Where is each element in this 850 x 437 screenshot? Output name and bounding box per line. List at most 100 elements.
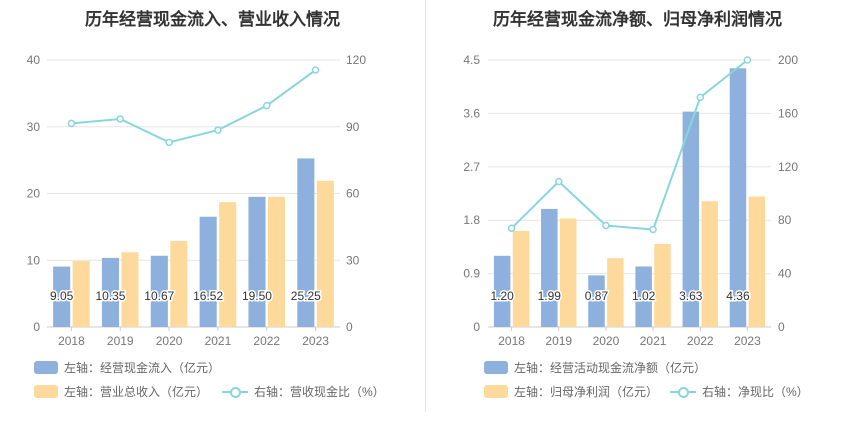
y-left-tick-label: 0 bbox=[33, 320, 40, 334]
line-point bbox=[743, 56, 752, 64]
y-left-tick-label: 3.6 bbox=[463, 106, 480, 120]
legend-swatch-bar bbox=[484, 385, 508, 398]
data-label: 3.63 bbox=[679, 289, 703, 303]
bar-secondary bbox=[267, 196, 286, 327]
data-label: 16.52 bbox=[193, 289, 223, 303]
bar-secondary bbox=[121, 252, 139, 327]
x-tick-label: 2020 bbox=[593, 334, 620, 348]
x-tick-label: 2023 bbox=[302, 334, 329, 348]
legend-item-cash-ratio[interactable]: 右轴：营收现金比（%） bbox=[222, 383, 385, 400]
line-point bbox=[214, 126, 222, 134]
bar-secondary bbox=[316, 180, 334, 327]
bar-secondary bbox=[72, 260, 90, 327]
y-right-tick-label: 0 bbox=[346, 320, 353, 334]
line-point bbox=[507, 224, 516, 232]
bar-secondary bbox=[748, 196, 766, 327]
chart-title: 历年经营现金流入、营业收入情况 bbox=[85, 10, 340, 29]
chart-panel-cash-inflow: 历年经营现金流入、营业收入情况 0 0 10 30 20 60 30 90 40 120 2018 2… bbox=[27, 10, 385, 400]
x-tick-label: 2019 bbox=[545, 334, 572, 348]
y-right-tick-label: 120 bbox=[778, 160, 798, 174]
x-tick-label: 2022 bbox=[687, 334, 714, 348]
y-right-tick-label: 200 bbox=[778, 53, 798, 67]
legend-label: 左轴：经营活动现金流净额（亿元） bbox=[514, 361, 707, 375]
panel-divider bbox=[425, 0, 426, 412]
data-label: 25.25 bbox=[291, 289, 321, 303]
legend-line-icon bbox=[670, 385, 696, 399]
legend-label: 左轴：营业总收入（亿元） bbox=[64, 385, 209, 399]
bar-primary bbox=[493, 255, 511, 327]
y-right-tick-label: 80 bbox=[778, 213, 792, 227]
bar-primary bbox=[541, 208, 558, 327]
y-right-tick-label: 0 bbox=[778, 320, 785, 334]
bar-primary bbox=[635, 266, 652, 327]
y-right-tick-label: 120 bbox=[346, 53, 366, 67]
y-left-tick-label: 4.5 bbox=[463, 53, 480, 67]
legend-label: 左轴：归母净利润（亿元） bbox=[514, 385, 659, 399]
y-left-tick-label: 1.8 bbox=[463, 213, 480, 227]
y-left-tick-label: 20 bbox=[27, 187, 41, 201]
bar-secondary bbox=[170, 240, 188, 327]
y-right-tick-label: 60 bbox=[346, 187, 360, 201]
series-line bbox=[510, 59, 749, 231]
legend-item-net-profit[interactable]: 左轴：归母净利润（亿元） bbox=[484, 383, 658, 400]
legend-line-icon bbox=[222, 385, 248, 399]
line-point bbox=[311, 66, 320, 74]
line-point bbox=[165, 138, 173, 147]
data-label: 9.05 bbox=[50, 289, 74, 303]
bar-secondary bbox=[219, 202, 237, 327]
x-tick-label: 2021 bbox=[640, 334, 667, 348]
x-tick-label: 2018 bbox=[498, 334, 525, 348]
data-label: 10.35 bbox=[95, 289, 125, 303]
bar-secondary bbox=[701, 201, 718, 327]
y-left-tick-label: 0.9 bbox=[463, 267, 480, 281]
y-left-tick-label: 0 bbox=[473, 320, 480, 334]
data-label: 10.67 bbox=[144, 289, 174, 303]
chart-panel-net-cash: 历年经营现金流净额、归母净利润情况 0 0 0.9 40 1.8 80 2.7 120 3.6 1… bbox=[425, 0, 850, 437]
legend-item-revenue[interactable]: 左轴：营业总收入（亿元） bbox=[34, 383, 208, 400]
data-label: 19.50 bbox=[242, 289, 272, 303]
chart-title: 历年经营现金流净额、归母净利润情况 bbox=[493, 10, 782, 29]
legend-label: 左轴：经营现金流入（亿元） bbox=[64, 361, 221, 375]
legend-label: 右轴：净现比（%） bbox=[702, 385, 809, 399]
bar-primary bbox=[588, 275, 605, 327]
bar-primary bbox=[682, 111, 700, 328]
legend-item-cash-inflow[interactable]: 左轴：经营现金流入（亿元） bbox=[34, 359, 220, 376]
data-label: 0.87 bbox=[585, 289, 609, 303]
bar-secondary bbox=[654, 243, 671, 327]
legend-label: 右轴：营收现金比（%） bbox=[254, 385, 385, 399]
bar-secondary bbox=[607, 258, 624, 327]
line-point bbox=[649, 225, 657, 234]
y-left-tick-label: 30 bbox=[27, 120, 41, 134]
x-tick-label: 2020 bbox=[156, 334, 183, 348]
line-point bbox=[116, 115, 124, 123]
y-left-tick-label: 2.7 bbox=[463, 160, 480, 174]
x-tick-label: 2022 bbox=[253, 334, 280, 348]
line-point bbox=[696, 93, 704, 102]
legend-swatch-bar bbox=[34, 385, 58, 398]
y-right-tick-label: 30 bbox=[346, 253, 360, 267]
legend-item-net-cash-ratio[interactable]: 右轴：净现比（%） bbox=[670, 383, 809, 400]
y-right-tick-label: 90 bbox=[346, 120, 360, 134]
line-point bbox=[67, 119, 76, 128]
x-tick-label: 2019 bbox=[107, 334, 134, 348]
data-label: 4.36 bbox=[726, 289, 750, 303]
bar-primary bbox=[101, 257, 120, 327]
bar-primary bbox=[729, 68, 747, 327]
x-tick-label: 2021 bbox=[205, 334, 232, 348]
x-tick-label: 2018 bbox=[58, 334, 85, 348]
legend-swatch-bar bbox=[34, 361, 58, 374]
line-point bbox=[263, 101, 271, 110]
y-left-tick-label: 40 bbox=[27, 53, 41, 67]
bar-secondary bbox=[559, 218, 577, 327]
series-line bbox=[71, 69, 317, 144]
line-point bbox=[602, 221, 610, 230]
bar-primary bbox=[150, 255, 168, 327]
data-label: 1.99 bbox=[538, 289, 562, 303]
y-right-tick-label: 40 bbox=[778, 267, 792, 281]
y-left-tick-label: 10 bbox=[27, 253, 41, 267]
data-label: 1.20 bbox=[490, 289, 514, 303]
bar-secondary bbox=[512, 230, 530, 327]
chart-canvas: 0 0 0.9 40 1.8 80 2.7 120 3.6 160 4.5 200 2018 2019 20… bbox=[463, 53, 798, 348]
legend-item-net-cash[interactable]: 左轴：经营活动现金流净额（亿元） bbox=[484, 359, 706, 376]
line-point bbox=[555, 177, 563, 186]
